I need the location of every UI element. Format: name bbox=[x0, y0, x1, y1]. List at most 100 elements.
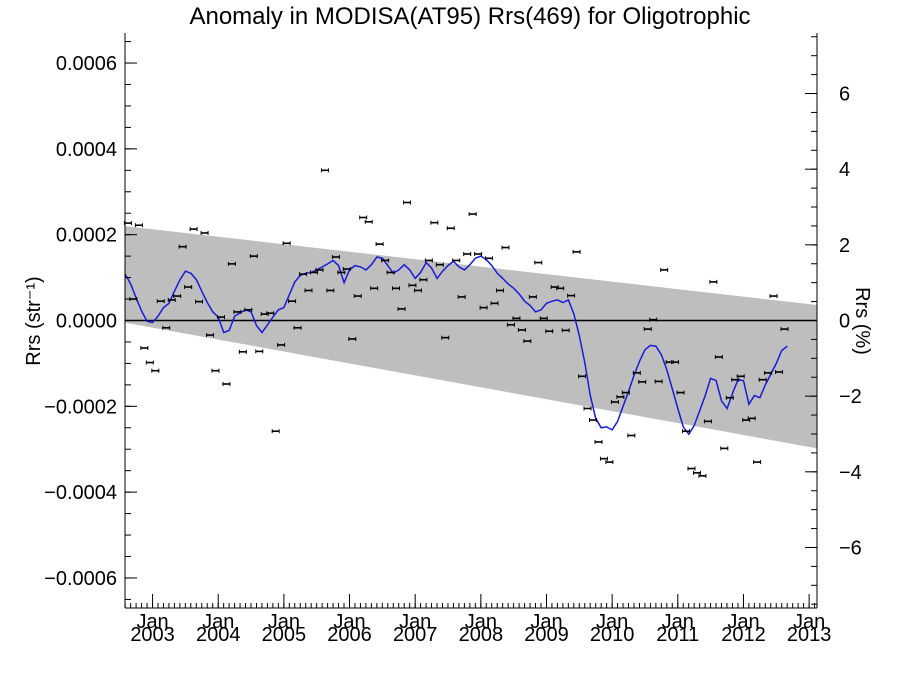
anomaly-point bbox=[402, 200, 411, 205]
x-tick-year: 2006 bbox=[327, 624, 372, 646]
anomaly-point bbox=[676, 390, 685, 395]
y-tick-label: 0.0006 bbox=[56, 53, 117, 75]
anomaly-point bbox=[643, 327, 652, 332]
y-tick-label: −0.0002 bbox=[44, 396, 117, 418]
anomaly-point bbox=[753, 460, 762, 465]
anomaly-point bbox=[506, 322, 515, 327]
anomaly-point bbox=[627, 433, 636, 438]
anomaly-point bbox=[692, 470, 701, 475]
anomaly-point bbox=[408, 283, 417, 288]
anomaly-point bbox=[206, 333, 215, 338]
anomaly-point bbox=[320, 168, 329, 173]
anomaly-point bbox=[523, 339, 532, 344]
anomaly-point bbox=[545, 329, 554, 334]
x-tick-month: Jan bbox=[136, 611, 168, 633]
anomaly-point bbox=[370, 286, 379, 291]
anomaly-point bbox=[392, 286, 401, 291]
anomaly-point bbox=[123, 221, 132, 226]
y2-tick-label: −6 bbox=[839, 537, 862, 559]
anomaly-point bbox=[216, 315, 225, 320]
anomaly-point bbox=[441, 335, 450, 340]
anomaly-point bbox=[140, 345, 149, 350]
anomaly-point bbox=[353, 294, 362, 299]
anomaly-point bbox=[747, 416, 756, 421]
y2-tick-label: −2 bbox=[839, 386, 862, 408]
anomaly-point bbox=[189, 227, 198, 232]
anomaly-point bbox=[731, 377, 740, 382]
anomaly-point bbox=[457, 294, 466, 299]
y-axis-label-right: Rrs (%) bbox=[851, 287, 873, 355]
y2-tick-label: −4 bbox=[839, 462, 862, 484]
anomaly-point bbox=[610, 400, 619, 405]
anomaly-point bbox=[342, 267, 351, 272]
anomaly-point bbox=[775, 369, 784, 374]
anomaly-point bbox=[156, 299, 165, 304]
y-tick-label: −0.0006 bbox=[44, 568, 117, 590]
anomaly-point bbox=[578, 374, 587, 379]
anomaly-point bbox=[200, 230, 209, 235]
anomaly-point bbox=[435, 262, 444, 267]
anomaly-point bbox=[561, 328, 570, 333]
anomaly-point bbox=[211, 368, 220, 373]
anomaly-point bbox=[588, 418, 597, 423]
anomaly-point bbox=[293, 325, 302, 330]
anomaly-smoothed-line bbox=[124, 255, 788, 436]
anomaly-point bbox=[277, 342, 286, 347]
anomaly-point bbox=[222, 382, 231, 387]
anomaly-point bbox=[468, 212, 477, 217]
y2-tick-label: 6 bbox=[839, 84, 850, 106]
anomaly-point bbox=[348, 336, 357, 341]
anomaly-point bbox=[567, 293, 576, 298]
anomaly-point bbox=[621, 390, 630, 395]
x-tick-month: Jan bbox=[727, 611, 759, 633]
anomaly-point bbox=[299, 272, 308, 277]
anomaly-point bbox=[769, 294, 778, 299]
confidence-band bbox=[125, 226, 817, 449]
anomaly-point bbox=[764, 370, 773, 375]
anomaly-point bbox=[556, 286, 565, 291]
anomaly-point bbox=[638, 379, 647, 384]
x-tick-month: Jan bbox=[333, 611, 365, 633]
anomaly-point bbox=[337, 270, 346, 275]
anomaly-point bbox=[173, 294, 182, 299]
x-tick-year: 2013 bbox=[787, 624, 832, 646]
anomaly-point bbox=[714, 354, 723, 359]
x-tick-year: 2011 bbox=[656, 624, 699, 646]
anomaly-point bbox=[151, 368, 160, 373]
x-tick-month: Jan bbox=[202, 611, 234, 633]
chart-title: Anomaly in MODISA(AT95) Rrs(469) for Oli… bbox=[189, 3, 750, 30]
anomaly-point bbox=[452, 258, 461, 263]
anomaly-point bbox=[496, 288, 505, 293]
anomaly-point bbox=[364, 219, 373, 224]
anomaly-point bbox=[490, 301, 499, 306]
x-tick-month: Jan bbox=[530, 611, 562, 633]
x-tick-month: Jan bbox=[399, 611, 431, 633]
anomaly-point bbox=[736, 374, 745, 379]
anomaly-points bbox=[123, 168, 789, 478]
x-tick-month: Jan bbox=[596, 611, 628, 633]
anomaly-point bbox=[594, 439, 603, 444]
y2-tick-label: 2 bbox=[839, 235, 850, 257]
anomaly-point bbox=[309, 270, 318, 275]
anomaly-point bbox=[474, 251, 483, 256]
trend-band bbox=[125, 226, 817, 449]
anomaly-point bbox=[244, 307, 253, 312]
anomaly-point bbox=[616, 394, 625, 399]
anomaly-point bbox=[184, 285, 193, 290]
anomaly-point bbox=[233, 309, 242, 314]
anomaly-point bbox=[599, 456, 608, 461]
anomaly-point bbox=[430, 220, 439, 225]
x-tick-year: 2010 bbox=[590, 624, 635, 646]
anomaly-point bbox=[359, 215, 368, 220]
anomaly-point bbox=[315, 267, 324, 272]
x-tick-year: 2004 bbox=[196, 624, 241, 646]
anomaly-point bbox=[649, 317, 658, 322]
anomaly-point bbox=[134, 223, 143, 228]
anomaly-point bbox=[266, 311, 275, 316]
anomaly-point bbox=[572, 249, 581, 254]
anomaly-point bbox=[709, 279, 718, 284]
anomaly-point bbox=[304, 288, 313, 293]
anomaly-point bbox=[255, 349, 264, 354]
anomaly-point bbox=[271, 429, 280, 434]
anomaly-point bbox=[397, 306, 406, 311]
